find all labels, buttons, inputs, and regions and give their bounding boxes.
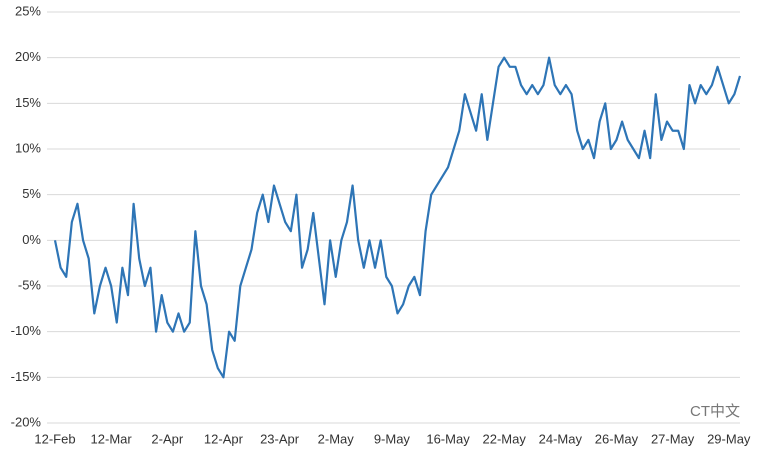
x-tick-label: 24-May [539, 431, 583, 446]
line [53, 56, 742, 379]
x-tick-label: 2-Apr [151, 431, 183, 446]
y-tick-label: -15% [11, 369, 42, 384]
x-tick-label: 12-Apr [204, 431, 244, 446]
x-tick-label: 9-May [374, 431, 411, 446]
x-tick-label: 23-Apr [260, 431, 300, 446]
x-tick-label: 12-Feb [34, 431, 75, 446]
watermark: CT中文 [690, 403, 740, 420]
x-tick-label: 26-May [595, 431, 639, 446]
x-tick-label: 16-May [426, 431, 470, 446]
y-tick-label: 20% [15, 49, 41, 64]
y-tick-label: 0% [22, 232, 41, 247]
y-tick-label: -20% [11, 414, 42, 429]
y-tick-label: 15% [15, 95, 41, 110]
x-tick-label: 12-Mar [91, 431, 133, 446]
y-tick-label: -5% [18, 277, 42, 292]
x-tick-label: 22-May [483, 431, 527, 446]
x-tick-label: 27-May [651, 431, 695, 446]
y-tick-label: 25% [15, 3, 41, 18]
y-tick-label: 5% [22, 186, 41, 201]
x-tick-label: 2-May [318, 431, 355, 446]
y-tick-label: 10% [15, 140, 41, 155]
y-tick-label: -10% [11, 323, 42, 338]
x-tick-label: 29-May [707, 431, 751, 446]
